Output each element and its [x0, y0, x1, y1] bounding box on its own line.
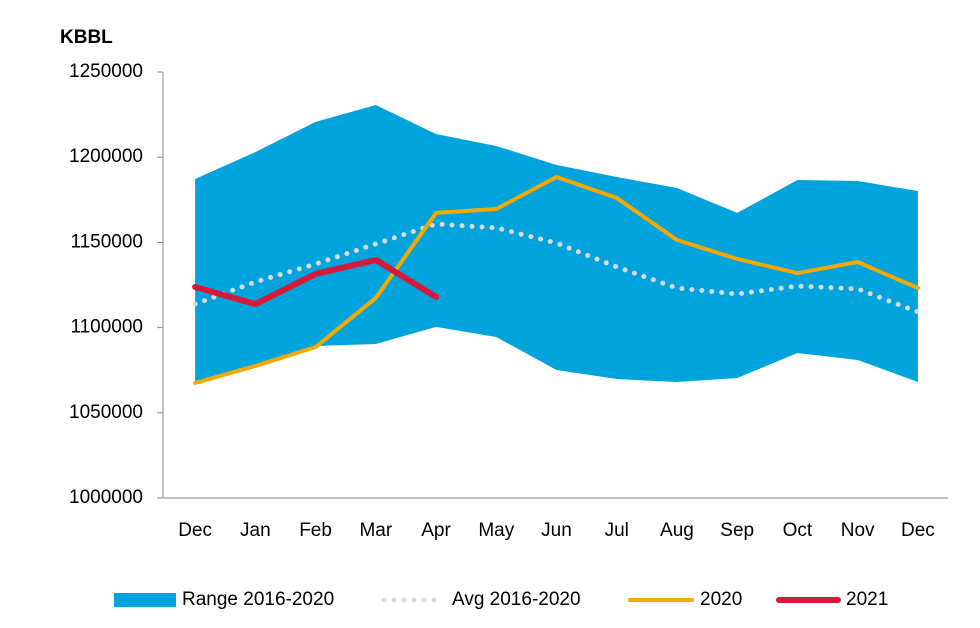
x-tick-label: Mar: [359, 520, 392, 541]
y-tick-label: 1200000: [69, 146, 143, 167]
y-tick-label: 1100000: [70, 317, 143, 338]
legend-label: Avg 2016-2020: [452, 589, 581, 610]
legend-label: 2020: [700, 589, 742, 610]
legend-label: Range 2016-2020: [182, 589, 334, 610]
x-tick-label: Aug: [660, 520, 694, 541]
x-tick-label: Jan: [240, 520, 271, 541]
x-tick-label: Feb: [299, 520, 332, 541]
y-tick-label: 1050000: [69, 402, 143, 423]
y-tick-label: 1150000: [70, 231, 143, 252]
range-area: [195, 105, 918, 383]
x-tick-label: Apr: [421, 520, 451, 541]
x-tick-label: Dec: [901, 520, 935, 541]
x-tick-label: May: [478, 520, 514, 541]
x-tick-label: Jul: [605, 520, 629, 541]
x-tick-label: Sep: [720, 520, 754, 541]
legend-label: 2021: [846, 589, 888, 610]
x-tick-label: Jun: [541, 520, 572, 541]
x-tick-label: Dec: [178, 520, 212, 541]
y-tick-label: 1000000: [69, 487, 143, 508]
x-tick-label: Nov: [841, 520, 875, 541]
series-line: [192, 256, 440, 308]
series-line: [193, 174, 920, 385]
y-axis-label: KBBL: [60, 27, 113, 48]
x-tick-label: Oct: [783, 520, 813, 541]
legend-swatch: [114, 593, 176, 607]
y-tick-label: 1250000: [69, 61, 143, 82]
